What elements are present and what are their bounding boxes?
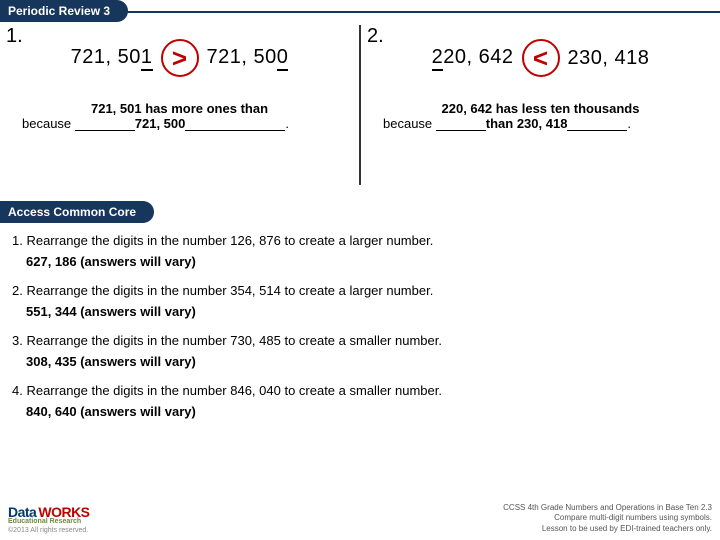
copyright: ©2013 All rights reserved. bbox=[8, 527, 90, 534]
compare-line: 721, 501 > 721, 500 bbox=[14, 39, 345, 77]
because-label: because bbox=[22, 116, 75, 131]
fill-answer-top: 220, 642 has less ten thousands bbox=[442, 101, 640, 116]
acc-answer: 627, 186 (answers will vary) bbox=[26, 254, 708, 269]
standard-line: CCSS 4th Grade Numbers and Operations in… bbox=[503, 503, 712, 513]
acc-question: 1. Rearrange the digits in the number 12… bbox=[12, 233, 708, 248]
comparison-circle: > bbox=[161, 39, 199, 77]
footer: DataWORKS Educational Research ©2013 All… bbox=[8, 503, 712, 534]
acc-question: 3. Rearrange the digits in the number 73… bbox=[12, 333, 708, 348]
list-item: 4. Rearrange the digits in the number 84… bbox=[12, 383, 708, 419]
problem-2: 2. 220, 642 < 230, 418 220, 642 has less… bbox=[361, 25, 720, 185]
footer-left: DataWORKS Educational Research ©2013 All… bbox=[8, 504, 90, 534]
right-number: 230, 418 bbox=[568, 47, 650, 70]
left-main: 721, 50 bbox=[71, 46, 141, 68]
left-underlined-digit: 2 bbox=[432, 46, 444, 71]
acc-question: 4. Rearrange the digits in the number 84… bbox=[12, 383, 708, 398]
because-block: 220, 642 has less ten thousands because … bbox=[375, 101, 706, 131]
header-tab: Periodic Review 3 bbox=[0, 0, 128, 22]
problem-number: 2. bbox=[367, 25, 384, 48]
blank-left bbox=[75, 130, 135, 131]
comparison-circle: < bbox=[522, 39, 560, 77]
right-main: 721, 50 bbox=[207, 46, 277, 68]
period: . bbox=[627, 116, 631, 131]
problems-row: 1. 721, 501 > 721, 500 721, 501 has more… bbox=[0, 25, 720, 185]
fill-answer-top: 721, 501 has more ones than bbox=[91, 101, 268, 116]
period: . bbox=[285, 116, 289, 131]
access-common-core-list: 1. Rearrange the digits in the number 12… bbox=[0, 223, 720, 419]
list-item: 2. Rearrange the digits in the number 35… bbox=[12, 283, 708, 319]
because-label: because bbox=[383, 116, 436, 131]
blank-right bbox=[567, 130, 627, 131]
left-number: 721, 501 bbox=[71, 46, 153, 71]
left-number: 220, 642 bbox=[432, 46, 514, 71]
acc-answer: 551, 344 (answers will vary) bbox=[26, 304, 708, 319]
left-main: 20, 642 bbox=[443, 46, 513, 68]
desc-line-1: Compare multi-digit numbers using symbol… bbox=[503, 513, 712, 523]
problem-1: 1. 721, 501 > 721, 500 721, 501 has more… bbox=[0, 25, 361, 185]
acc-question: 2. Rearrange the digits in the number 35… bbox=[12, 283, 708, 298]
left-underlined-digit: 1 bbox=[141, 46, 153, 71]
desc-line-2: Lesson to be used by EDI-trained teacher… bbox=[503, 524, 712, 534]
acc-answer: 840, 640 (answers will vary) bbox=[26, 404, 708, 419]
right-number: 721, 500 bbox=[207, 46, 289, 71]
section-tab: Access Common Core bbox=[0, 201, 154, 223]
list-item: 1. Rearrange the digits in the number 12… bbox=[12, 233, 708, 269]
because-block: 721, 501 has more ones than because 721,… bbox=[14, 101, 345, 131]
logo-subtitle: Educational Research bbox=[8, 518, 90, 525]
fill-answer-bottom: than 230, 418 bbox=[486, 116, 568, 131]
acc-answer: 308, 435 (answers will vary) bbox=[26, 354, 708, 369]
problem-number: 1. bbox=[6, 25, 23, 48]
right-underlined-digit: 0 bbox=[277, 46, 289, 71]
compare-line: 220, 642 < 230, 418 bbox=[375, 39, 706, 77]
fill-answer-bottom: 721, 500 bbox=[135, 116, 186, 131]
footer-right: CCSS 4th Grade Numbers and Operations in… bbox=[503, 503, 712, 534]
list-item: 3. Rearrange the digits in the number 73… bbox=[12, 333, 708, 369]
blank-left bbox=[436, 130, 486, 131]
blank-right bbox=[185, 130, 285, 131]
